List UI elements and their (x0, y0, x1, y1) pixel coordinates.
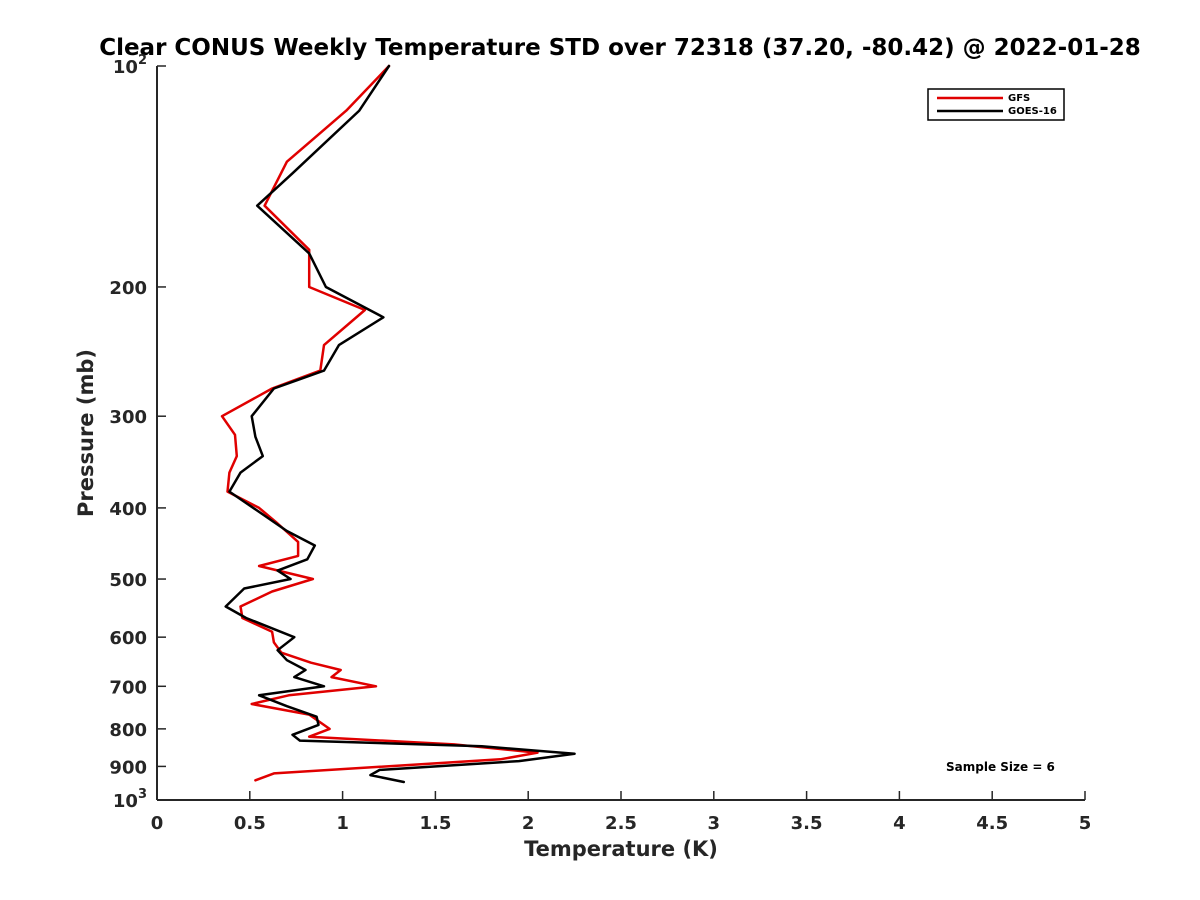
x-tick-label: 0 (151, 813, 164, 834)
y-tick-label: 700 (109, 677, 147, 698)
y-axis-label: Pressure (mb) (74, 349, 98, 517)
x-tick-label: 1 (336, 813, 349, 834)
x-axis-label: Temperature (K) (524, 837, 718, 861)
y-tick-label: 900 (109, 757, 147, 778)
sample-size-annotation: Sample Size = 6 (946, 760, 1055, 774)
y-tick-label: 300 (109, 407, 147, 428)
x-tick-label: 4.5 (976, 813, 1008, 834)
x-tick-label: 3 (708, 813, 721, 834)
y-tick-base: 10 (113, 57, 138, 78)
chart-title: Clear CONUS Weekly Temperature STD over … (99, 35, 1141, 61)
y-tick-exponent: 3 (138, 787, 147, 802)
y-tick-label: 800 (109, 720, 147, 741)
x-tick-label: 3.5 (791, 813, 823, 834)
y-tick-label: 102 (113, 53, 147, 78)
series-line-goes16 (224, 64, 576, 784)
legend-label-goes16: GOES-16 (1008, 106, 1057, 117)
y-tick-label: 200 (109, 278, 147, 299)
x-ticks: 0 0.5 1 1.5 2 2.5 3 3.5 4 4.5 5 (151, 791, 1092, 834)
x-tick-label: 2.5 (605, 813, 637, 834)
x-tick-label: 1.5 (419, 813, 451, 834)
y-tick-exponent: 2 (138, 53, 147, 68)
series-line-gfs (220, 64, 539, 782)
y-tick-label: 103 (113, 787, 147, 812)
y-tick-label: 600 (109, 628, 147, 649)
legend: GFS GOES-16 (927, 88, 1065, 121)
x-tick-label: 2 (522, 813, 535, 834)
x-tick-label: 4 (893, 813, 906, 834)
x-tick-label: 5 (1079, 813, 1092, 834)
x-tick-label: 0.5 (234, 813, 266, 834)
y-tick-base: 10 (113, 791, 138, 812)
y-tick-label: 500 (109, 570, 147, 591)
legend-box (927, 88, 1065, 121)
y-tick-label: 400 (109, 499, 147, 520)
legend-label-gfs: GFS (1008, 93, 1030, 104)
plot-area: 0 0.5 1 1.5 2 2.5 3 3.5 4 4.5 5 102200300400500600… (109, 53, 1091, 834)
series-layer (220, 64, 576, 784)
